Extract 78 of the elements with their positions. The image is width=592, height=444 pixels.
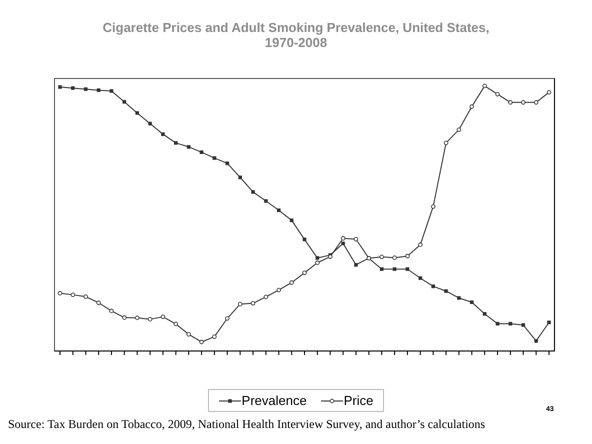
point xyxy=(276,288,281,292)
point xyxy=(96,300,101,305)
point xyxy=(495,92,500,96)
point xyxy=(290,218,294,222)
point xyxy=(405,254,410,258)
source-note: Source: Tax Burden on Tobacco, 2009, National Health Interview Survey, and author’s calculations xyxy=(8,417,486,432)
point xyxy=(58,291,62,296)
point xyxy=(431,284,435,288)
point xyxy=(71,86,75,90)
point xyxy=(212,334,217,339)
point xyxy=(251,190,255,194)
point xyxy=(534,100,538,105)
point xyxy=(135,316,140,320)
chart-title: Cigarette Prices and Adult Smoking Prevalence, United States, 1970-2008 xyxy=(102,20,490,50)
point xyxy=(508,322,512,326)
point xyxy=(444,140,448,146)
point xyxy=(430,204,436,209)
point xyxy=(264,199,268,203)
point xyxy=(508,100,513,105)
point xyxy=(276,208,281,212)
point xyxy=(418,242,423,247)
legend-label: Prevalence xyxy=(242,393,307,408)
point xyxy=(289,280,294,285)
point xyxy=(521,100,526,105)
point xyxy=(496,322,500,326)
point xyxy=(135,111,140,115)
point xyxy=(160,314,166,320)
point xyxy=(84,294,88,299)
point xyxy=(122,100,126,104)
point xyxy=(110,89,114,93)
point xyxy=(418,276,422,280)
point xyxy=(302,238,306,242)
point xyxy=(225,316,230,321)
point xyxy=(341,242,345,246)
point xyxy=(354,236,358,242)
point xyxy=(406,267,410,271)
point xyxy=(225,162,230,166)
point xyxy=(148,122,152,126)
point xyxy=(316,256,320,260)
point xyxy=(238,176,242,180)
point xyxy=(302,270,307,276)
point xyxy=(200,150,204,154)
point xyxy=(546,90,552,95)
point xyxy=(186,332,191,336)
point xyxy=(340,236,346,241)
point xyxy=(84,87,88,91)
point xyxy=(109,308,114,314)
point xyxy=(392,256,397,260)
point xyxy=(212,156,216,160)
point xyxy=(174,141,178,145)
point xyxy=(199,340,204,344)
point xyxy=(148,316,152,322)
point xyxy=(521,323,526,327)
point xyxy=(58,85,62,89)
point xyxy=(186,145,190,149)
point xyxy=(174,322,178,326)
point xyxy=(380,254,384,260)
point xyxy=(482,312,486,316)
point xyxy=(122,315,127,320)
point xyxy=(250,301,256,306)
point xyxy=(354,263,358,267)
point xyxy=(456,127,462,132)
legend-label: Price xyxy=(344,393,374,408)
point xyxy=(264,294,268,300)
point xyxy=(238,302,242,306)
point xyxy=(392,267,396,271)
point xyxy=(547,320,551,324)
point xyxy=(161,132,165,136)
point xyxy=(380,267,384,271)
point xyxy=(470,104,474,109)
point xyxy=(457,296,461,300)
point xyxy=(315,260,320,265)
point xyxy=(470,300,474,304)
point xyxy=(482,84,487,88)
point xyxy=(534,339,538,343)
point xyxy=(70,292,76,298)
point xyxy=(96,88,100,92)
point xyxy=(444,289,448,293)
